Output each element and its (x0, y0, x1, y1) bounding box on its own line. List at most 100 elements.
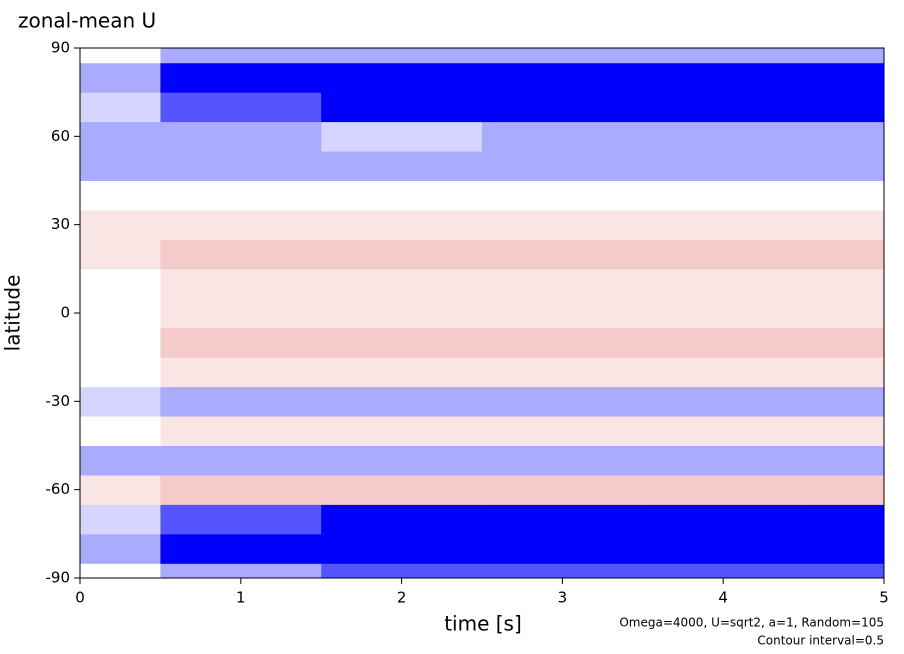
contour-cell (803, 151, 885, 181)
contour-cell (321, 209, 483, 240)
contour-cell (160, 62, 322, 93)
contour-cell (642, 62, 805, 93)
contour-cell (803, 533, 885, 564)
contour-cell (160, 151, 322, 181)
x-tick-label: 0 (75, 589, 85, 607)
contour-cell (642, 209, 805, 240)
contour-cell (321, 151, 483, 181)
contour-cell (803, 357, 885, 388)
contour-cell (642, 121, 805, 152)
contour-cell (803, 416, 885, 446)
contour-cell (803, 298, 885, 329)
contour-cell (642, 474, 805, 505)
annotation: Omega=4000, U=sqrt2, a=1, Random=105 (619, 616, 884, 630)
y-tick-label: -90 (46, 569, 71, 587)
y-tick-label: 60 (51, 127, 70, 145)
contour-cell (642, 504, 805, 535)
contour-cell (80, 474, 161, 505)
contour-cell (482, 209, 644, 240)
contour-cell (642, 151, 805, 181)
contour-cell (80, 151, 161, 181)
contour-cell (482, 268, 644, 299)
contour-cell (642, 268, 805, 299)
contour-cell (482, 357, 644, 388)
contour-cell (482, 327, 644, 358)
y-tick-label: -30 (46, 392, 71, 410)
contour-cell (803, 92, 885, 123)
contour-cell (482, 474, 644, 505)
contour-cell (642, 533, 805, 564)
contour-cell (80, 386, 161, 417)
contour-cell (803, 474, 885, 505)
contour-cell (321, 327, 483, 358)
contour-cell (803, 386, 885, 417)
contour-cell (803, 327, 885, 358)
contour-cell (160, 386, 322, 417)
contour-cell (803, 121, 885, 152)
contour-cell (482, 62, 644, 93)
contour-cell (642, 48, 805, 64)
contour-cell (642, 298, 805, 329)
contour-cell (321, 563, 483, 579)
chart-title: zonal-mean U (18, 9, 156, 33)
contour-cell (803, 209, 885, 240)
contour-cell (642, 239, 805, 270)
contour-cell (482, 48, 644, 64)
contour-cell (160, 239, 322, 270)
contour-cell (160, 180, 322, 211)
contour-cell (160, 268, 322, 299)
contour-cell (160, 209, 322, 240)
contour-cell (321, 180, 483, 211)
contour-cell (321, 445, 483, 476)
contour-cell (482, 92, 644, 123)
contour-cell (482, 386, 644, 417)
contour-cell (80, 92, 161, 123)
contour-cell (642, 357, 805, 388)
contour-cell (160, 357, 322, 388)
contour-cell (80, 121, 161, 152)
contour-cell (482, 239, 644, 270)
contour-cell (482, 151, 644, 181)
contour-cell (321, 416, 483, 446)
contour-cell (803, 563, 885, 579)
contour-cell (160, 533, 322, 564)
contour-cell (80, 357, 161, 388)
contour-cell (642, 327, 805, 358)
contour-cell (160, 445, 322, 476)
contour-cell (482, 445, 644, 476)
contour-cell (803, 180, 885, 211)
contour-cell (642, 563, 805, 579)
contour-cell (642, 386, 805, 417)
x-tick-label: 1 (236, 589, 246, 607)
y-axis-label: latitude (1, 275, 25, 352)
contour-cell (321, 92, 483, 123)
contour-cell (321, 298, 483, 329)
contour-cell (642, 416, 805, 446)
contour-cell (482, 416, 644, 446)
x-tick-label: 5 (879, 589, 889, 607)
contour-cell (80, 533, 161, 564)
y-tick-label: -60 (46, 480, 71, 498)
contour-cell (160, 504, 322, 535)
contour-cell (160, 416, 322, 446)
contour-cell (482, 180, 644, 211)
contour-cell (321, 386, 483, 417)
contour-cell (642, 180, 805, 211)
annotation: Contour interval=0.5 (757, 634, 884, 648)
contour-cell (482, 533, 644, 564)
contour-cell (482, 298, 644, 329)
contour-cell (321, 504, 483, 535)
contour-cell (321, 62, 483, 93)
contour-cell (321, 474, 483, 505)
contour-cell (160, 48, 322, 64)
contour-cell (80, 298, 161, 329)
contour-cell (80, 48, 161, 64)
contour-cell (80, 327, 161, 358)
contour-cell (321, 533, 483, 564)
contour-cell (642, 92, 805, 123)
contour-cell (803, 239, 885, 270)
contour-cell (80, 180, 161, 211)
contour-cell (482, 504, 644, 535)
contour-cell (803, 504, 885, 535)
